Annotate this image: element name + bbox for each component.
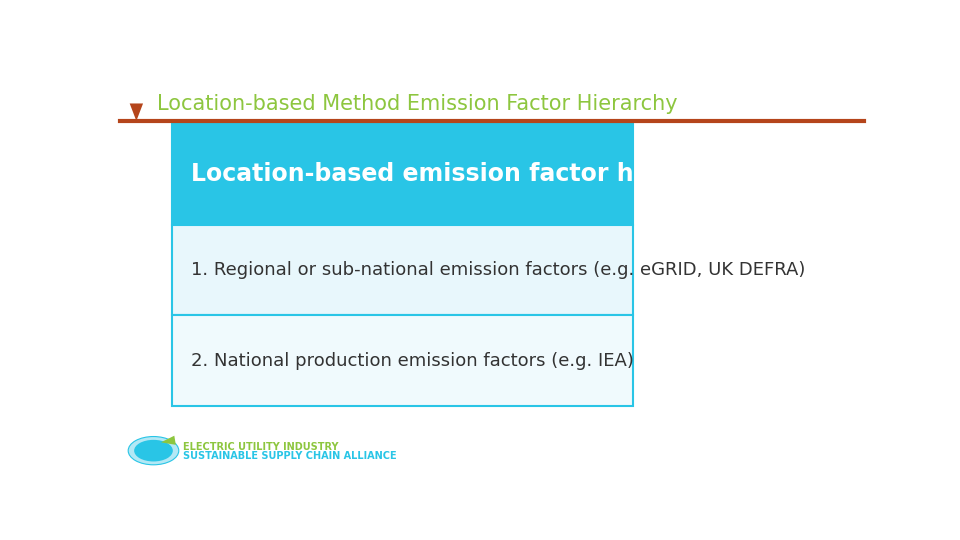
Text: 2. National production emission factors (e.g. IEA): 2. National production emission factors … [191, 352, 634, 369]
Text: Location-based emission factor hierarchy: Location-based emission factor hierarchy [191, 162, 743, 186]
FancyBboxPatch shape [172, 225, 634, 315]
Polygon shape [161, 436, 176, 445]
Circle shape [134, 440, 173, 462]
FancyBboxPatch shape [172, 123, 634, 225]
Text: ELECTRIC UTILITY INDUSTRY: ELECTRIC UTILITY INDUSTRY [183, 442, 339, 451]
FancyBboxPatch shape [172, 315, 634, 406]
Text: Location-based Method Emission Factor Hierarchy: Location-based Method Emission Factor Hi… [157, 94, 678, 114]
Circle shape [129, 436, 179, 465]
Text: 1. Regional or sub-national emission factors (e.g. eGRID, UK DEFRA): 1. Regional or sub-national emission fac… [191, 261, 805, 279]
Text: SUSTAINABLE SUPPLY CHAIN ALLIANCE: SUSTAINABLE SUPPLY CHAIN ALLIANCE [183, 451, 396, 461]
Polygon shape [130, 104, 143, 121]
